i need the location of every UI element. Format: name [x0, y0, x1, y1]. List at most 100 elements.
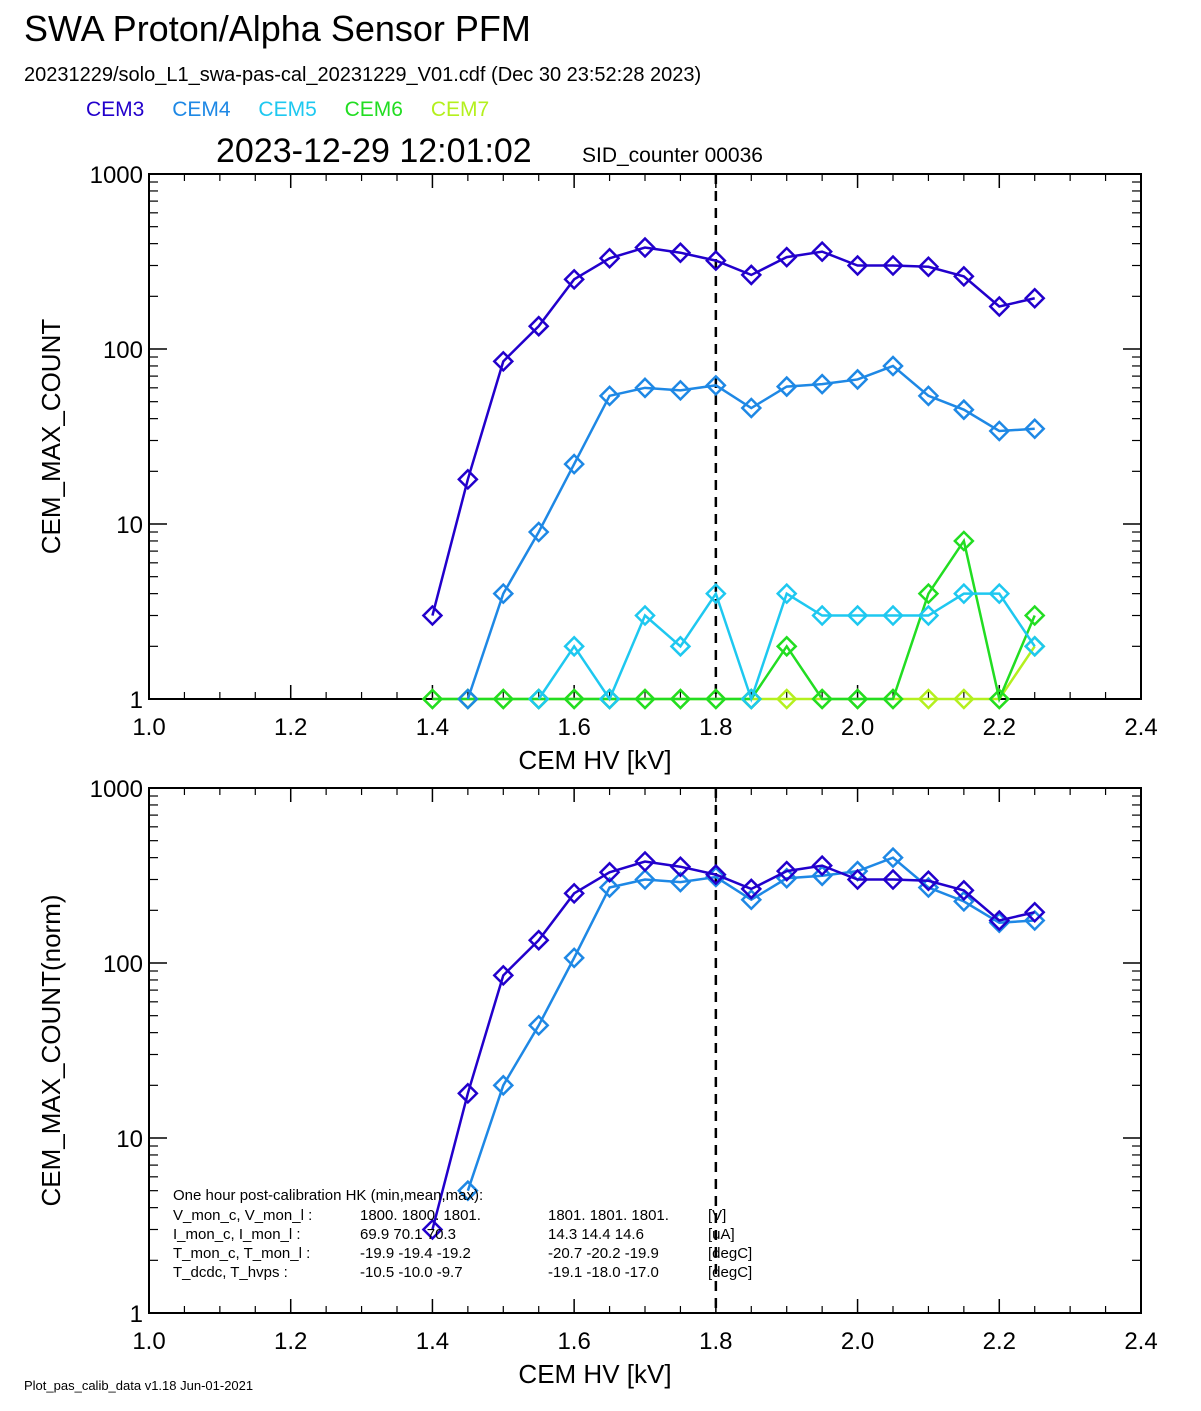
data-point-cem6 — [634, 688, 656, 710]
y-axis-label: CEM_MAX_COUNT(norm) — [36, 894, 66, 1206]
footer-version: Plot_pas_calib_data v1.18 Jun-01-2021 — [24, 1378, 254, 1393]
data-point-cem4 — [811, 373, 833, 395]
data-point-cem7 — [917, 688, 940, 710]
y-tick-label: 100 — [103, 951, 143, 978]
data-point-cem3 — [527, 315, 550, 337]
x-tick-label: 1.2 — [274, 714, 307, 741]
data-point-cem6 — [669, 688, 692, 710]
hk-values-c: -10.5 -10.0 -9.7 — [360, 1264, 463, 1281]
hk-unit: [V] — [708, 1207, 726, 1224]
x-tick-label: 1.0 — [132, 714, 165, 741]
x-axis-label: CEM HV [kV] — [518, 745, 671, 775]
hk-label: T_mon_c, T_mon_l : — [173, 1245, 310, 1262]
data-point-cem3 — [563, 268, 585, 291]
legend-cem4: CEM4 — [172, 98, 231, 121]
data-point-cem3 — [669, 855, 692, 878]
data-point-cem5 — [917, 604, 940, 627]
data-point-cem3 — [988, 295, 1011, 318]
data-point-cem5 — [1023, 635, 1046, 658]
data-point-cem3 — [811, 854, 833, 877]
data-point-cem4 — [634, 377, 656, 399]
data-point-cem4 — [917, 385, 940, 407]
x-tick-label: 2.0 — [841, 1328, 874, 1355]
data-point-cem6 — [917, 582, 940, 605]
data-point-cem5 — [705, 582, 727, 605]
page-title: SWA Proton/Alpha Sensor PFM — [24, 8, 531, 49]
data-point-cem3 — [988, 909, 1011, 932]
y-axis-label: CEM_MAX_COUNT — [36, 319, 66, 555]
data-point-cem4 — [563, 453, 585, 475]
sid-counter: SID_counter 00036 — [582, 144, 763, 167]
hk-label: I_mon_c, I_mon_l : — [173, 1226, 301, 1243]
hk-block: One hour post-calibration HK (min,mean,m… — [173, 1187, 752, 1281]
hk-values-c: 69.9 70.1 70.3 — [360, 1226, 456, 1243]
data-point-cem3 — [492, 964, 515, 987]
legend-cem6: CEM6 — [344, 98, 403, 121]
series-line-cem6 — [432, 537, 1036, 704]
data-point-cem4 — [811, 865, 833, 887]
data-point-cem3 — [1023, 901, 1046, 924]
x-tick-label: 1.6 — [557, 714, 590, 741]
x-tick-label: 2.0 — [841, 714, 874, 741]
x-tick-label: 1.0 — [132, 1328, 165, 1355]
x-tick-label: 1.6 — [557, 1328, 590, 1355]
data-point-cem4 — [740, 397, 763, 419]
data-point-cem6 — [882, 688, 904, 710]
data-point-cem3 — [953, 265, 975, 288]
series-group — [421, 236, 1046, 710]
data-point-cem5 — [882, 604, 904, 627]
x-tick-label: 2.4 — [1124, 1328, 1157, 1355]
hk-unit: [degC] — [708, 1245, 752, 1262]
hk-unit: [degC] — [708, 1264, 752, 1281]
data-point-cem6 — [421, 688, 444, 710]
data-point-cem4 — [882, 355, 904, 377]
series-line-cem5 — [537, 590, 1036, 703]
legend-cem7: CEM7 — [430, 98, 490, 121]
data-point-cem3 — [492, 350, 515, 373]
y-tick-label: 1000 — [90, 162, 143, 189]
data-point-cem7 — [775, 688, 798, 710]
data-point-cem5 — [988, 582, 1011, 605]
data-point-cem4 — [953, 398, 975, 421]
hk-title: One hour post-calibration HK (min,mean,m… — [173, 1187, 483, 1204]
data-point-cem3 — [598, 861, 621, 884]
data-point-cem4 — [846, 368, 869, 391]
x-tick-label: 1.2 — [274, 1328, 307, 1355]
data-point-cem4 — [527, 521, 550, 543]
data-point-cem5 — [775, 582, 798, 605]
file-info: 20231229/solo_L1_swa-pas-cal_20231229_V0… — [24, 64, 702, 86]
data-point-cem3 — [669, 241, 692, 264]
data-point-cem5 — [527, 688, 550, 710]
hk-label: V_mon_c, V_mon_l : — [173, 1207, 312, 1224]
plot-frame — [148, 173, 1142, 700]
chart-panel-1: 1.0 1.2 1.4 1.6 1.8 2.0 2.2 2.4 1 10 100 1000 CEM HV… — [36, 162, 1158, 775]
y-tick-label: 1 — [130, 1301, 143, 1328]
data-point-cem4 — [669, 871, 692, 893]
data-point-cem3 — [457, 468, 479, 491]
y-tick-label: 10 — [116, 512, 143, 539]
data-point-cem5 — [669, 635, 692, 658]
data-point-cem6 — [953, 530, 975, 552]
legend-cem3: CEM3 — [86, 98, 145, 121]
data-point-cem4 — [457, 688, 479, 710]
data-point-cem6 — [988, 688, 1011, 710]
legend-cem5: CEM5 — [258, 98, 317, 121]
data-point-cem4 — [598, 385, 621, 407]
data-point-cem6 — [775, 635, 798, 658]
data-point-cem5 — [563, 635, 585, 658]
data-point-cem5 — [953, 582, 975, 605]
x-axis-label: CEM HV [kV] — [518, 1359, 671, 1389]
data-point-cem6 — [811, 688, 833, 710]
data-point-cem4 — [882, 846, 904, 869]
data-point-cem4 — [527, 1014, 550, 1037]
timestamp: 2023-12-29 12:01:02 — [216, 132, 532, 170]
data-point-cem5 — [811, 604, 833, 627]
x-tick-label: 2.2 — [983, 714, 1016, 741]
data-point-cem4 — [563, 947, 585, 969]
y-tick-label: 1000 — [90, 776, 143, 803]
hk-unit: [uA] — [708, 1226, 735, 1243]
data-point-cem3 — [882, 254, 904, 277]
data-point-cem6 — [1023, 604, 1046, 627]
data-point-cem6 — [846, 688, 869, 710]
